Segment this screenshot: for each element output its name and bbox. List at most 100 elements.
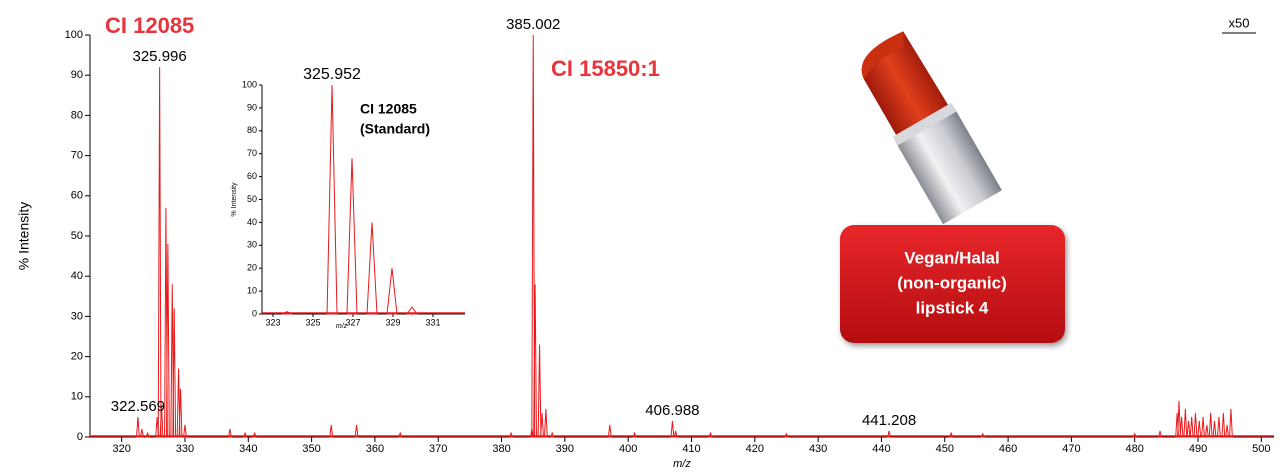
peak: [135, 416, 140, 438]
peak: [1216, 416, 1221, 438]
x-tick-label: 380: [492, 443, 510, 455]
x-tick-label: 440: [872, 443, 890, 455]
y-tick-label: 80: [247, 125, 257, 135]
y-tick-label: 10: [71, 391, 83, 403]
x-tick-label: 420: [746, 443, 764, 455]
peak: [386, 268, 398, 315]
y-axis-label: % Intensity: [231, 182, 238, 217]
x-tick-label: 490: [1189, 443, 1207, 455]
peak: [164, 207, 168, 438]
peak: [673, 430, 678, 438]
peak: [1177, 400, 1181, 438]
peak: [607, 424, 612, 438]
x-tick-label: 400: [619, 443, 637, 455]
product-label: lipstick 4: [916, 298, 989, 317]
y-tick-label: 90: [71, 69, 83, 81]
product-label: Vegan/Halal: [904, 248, 999, 267]
x-tick-label: 370: [429, 443, 447, 455]
peak: [537, 344, 542, 438]
product-box: [840, 225, 1065, 343]
peak: [183, 424, 187, 438]
peak: [159, 404, 164, 438]
peak: [1158, 430, 1163, 438]
x-tick-label: 410: [682, 443, 700, 455]
x-tick-label: 320: [112, 443, 130, 455]
peak: [178, 388, 183, 438]
x-tick-label: 470: [1062, 443, 1080, 455]
peak-label: 325.952: [303, 66, 361, 83]
product-label: (non-organic): [897, 273, 1007, 292]
inset-title: CI 12085: [360, 101, 417, 117]
y-tick-label: 20: [247, 263, 257, 273]
peak-label: 441.208: [862, 412, 916, 429]
y-tick-label: 60: [247, 171, 257, 181]
peak: [398, 431, 403, 438]
x-tick-label: 430: [809, 443, 827, 455]
y-tick-label: 30: [71, 310, 83, 322]
x-tick-label: 330: [176, 443, 194, 455]
inset-title: (Standard): [360, 121, 430, 137]
peak: [1186, 420, 1191, 438]
peak: [227, 428, 232, 438]
peak-label: 325.996: [133, 48, 187, 65]
x-tick-label: 500: [1252, 443, 1270, 455]
peak: [948, 431, 954, 438]
peak: [1212, 420, 1217, 438]
peak: [157, 67, 162, 438]
peak: [1208, 412, 1213, 438]
peak: [1229, 408, 1233, 438]
peak: [329, 424, 334, 438]
peak: [1193, 412, 1198, 438]
y-tick-label: 70: [247, 148, 257, 158]
peak-label: 322.569: [111, 398, 165, 415]
x-tick-label: 331: [425, 317, 440, 327]
peak: [165, 244, 170, 438]
x-tick-label: 390: [556, 443, 574, 455]
peak: [145, 431, 150, 438]
x-tick-label: 327: [345, 317, 360, 327]
peak: [508, 431, 514, 438]
x-tick-label: 460: [999, 443, 1017, 455]
peak: [366, 222, 378, 315]
x-axis-label: m/z: [673, 458, 691, 470]
compound-label: CI 12085: [105, 13, 194, 38]
peak: [176, 368, 181, 438]
y-tick-label: 100: [65, 29, 83, 41]
compound-label: CI 15850:1: [551, 56, 660, 81]
y-tick-label: 50: [71, 230, 83, 242]
peak: [1201, 416, 1206, 438]
peak: [172, 308, 177, 438]
peak-label: 385.002: [506, 16, 560, 33]
x-tick-label: 360: [366, 443, 384, 455]
peak: [533, 284, 538, 438]
peak: [170, 284, 175, 438]
peak: [243, 431, 248, 438]
y-tick-label: 40: [247, 217, 257, 227]
peak: [887, 430, 892, 438]
x-tick-label: 329: [385, 317, 400, 327]
y-tick-label: 30: [247, 240, 257, 250]
y-tick-label: 0: [77, 431, 83, 443]
peak-label: 406.988: [645, 402, 699, 419]
y-axis-label: % Intensity: [16, 202, 32, 270]
peak: [708, 431, 713, 438]
y-tick-label: 10: [247, 285, 257, 295]
y-tick-label: 100: [242, 79, 257, 89]
peak: [346, 158, 358, 315]
peak: [1183, 408, 1188, 438]
lipstick-image: [861, 31, 1002, 225]
y-tick-label: 80: [71, 109, 83, 121]
scale-note: x50: [1229, 15, 1250, 30]
x-tick-label: 325: [305, 317, 320, 327]
peak: [252, 431, 257, 438]
peak: [670, 420, 675, 438]
x-tick-label: 323: [265, 317, 280, 327]
peak: [543, 408, 548, 438]
y-tick-label: 90: [247, 102, 257, 112]
peak: [632, 431, 637, 438]
peak: [1197, 420, 1202, 438]
y-tick-label: 70: [71, 150, 83, 162]
y-tick-label: 50: [247, 194, 257, 204]
peak: [139, 428, 144, 438]
y-tick-label: 40: [71, 270, 83, 282]
